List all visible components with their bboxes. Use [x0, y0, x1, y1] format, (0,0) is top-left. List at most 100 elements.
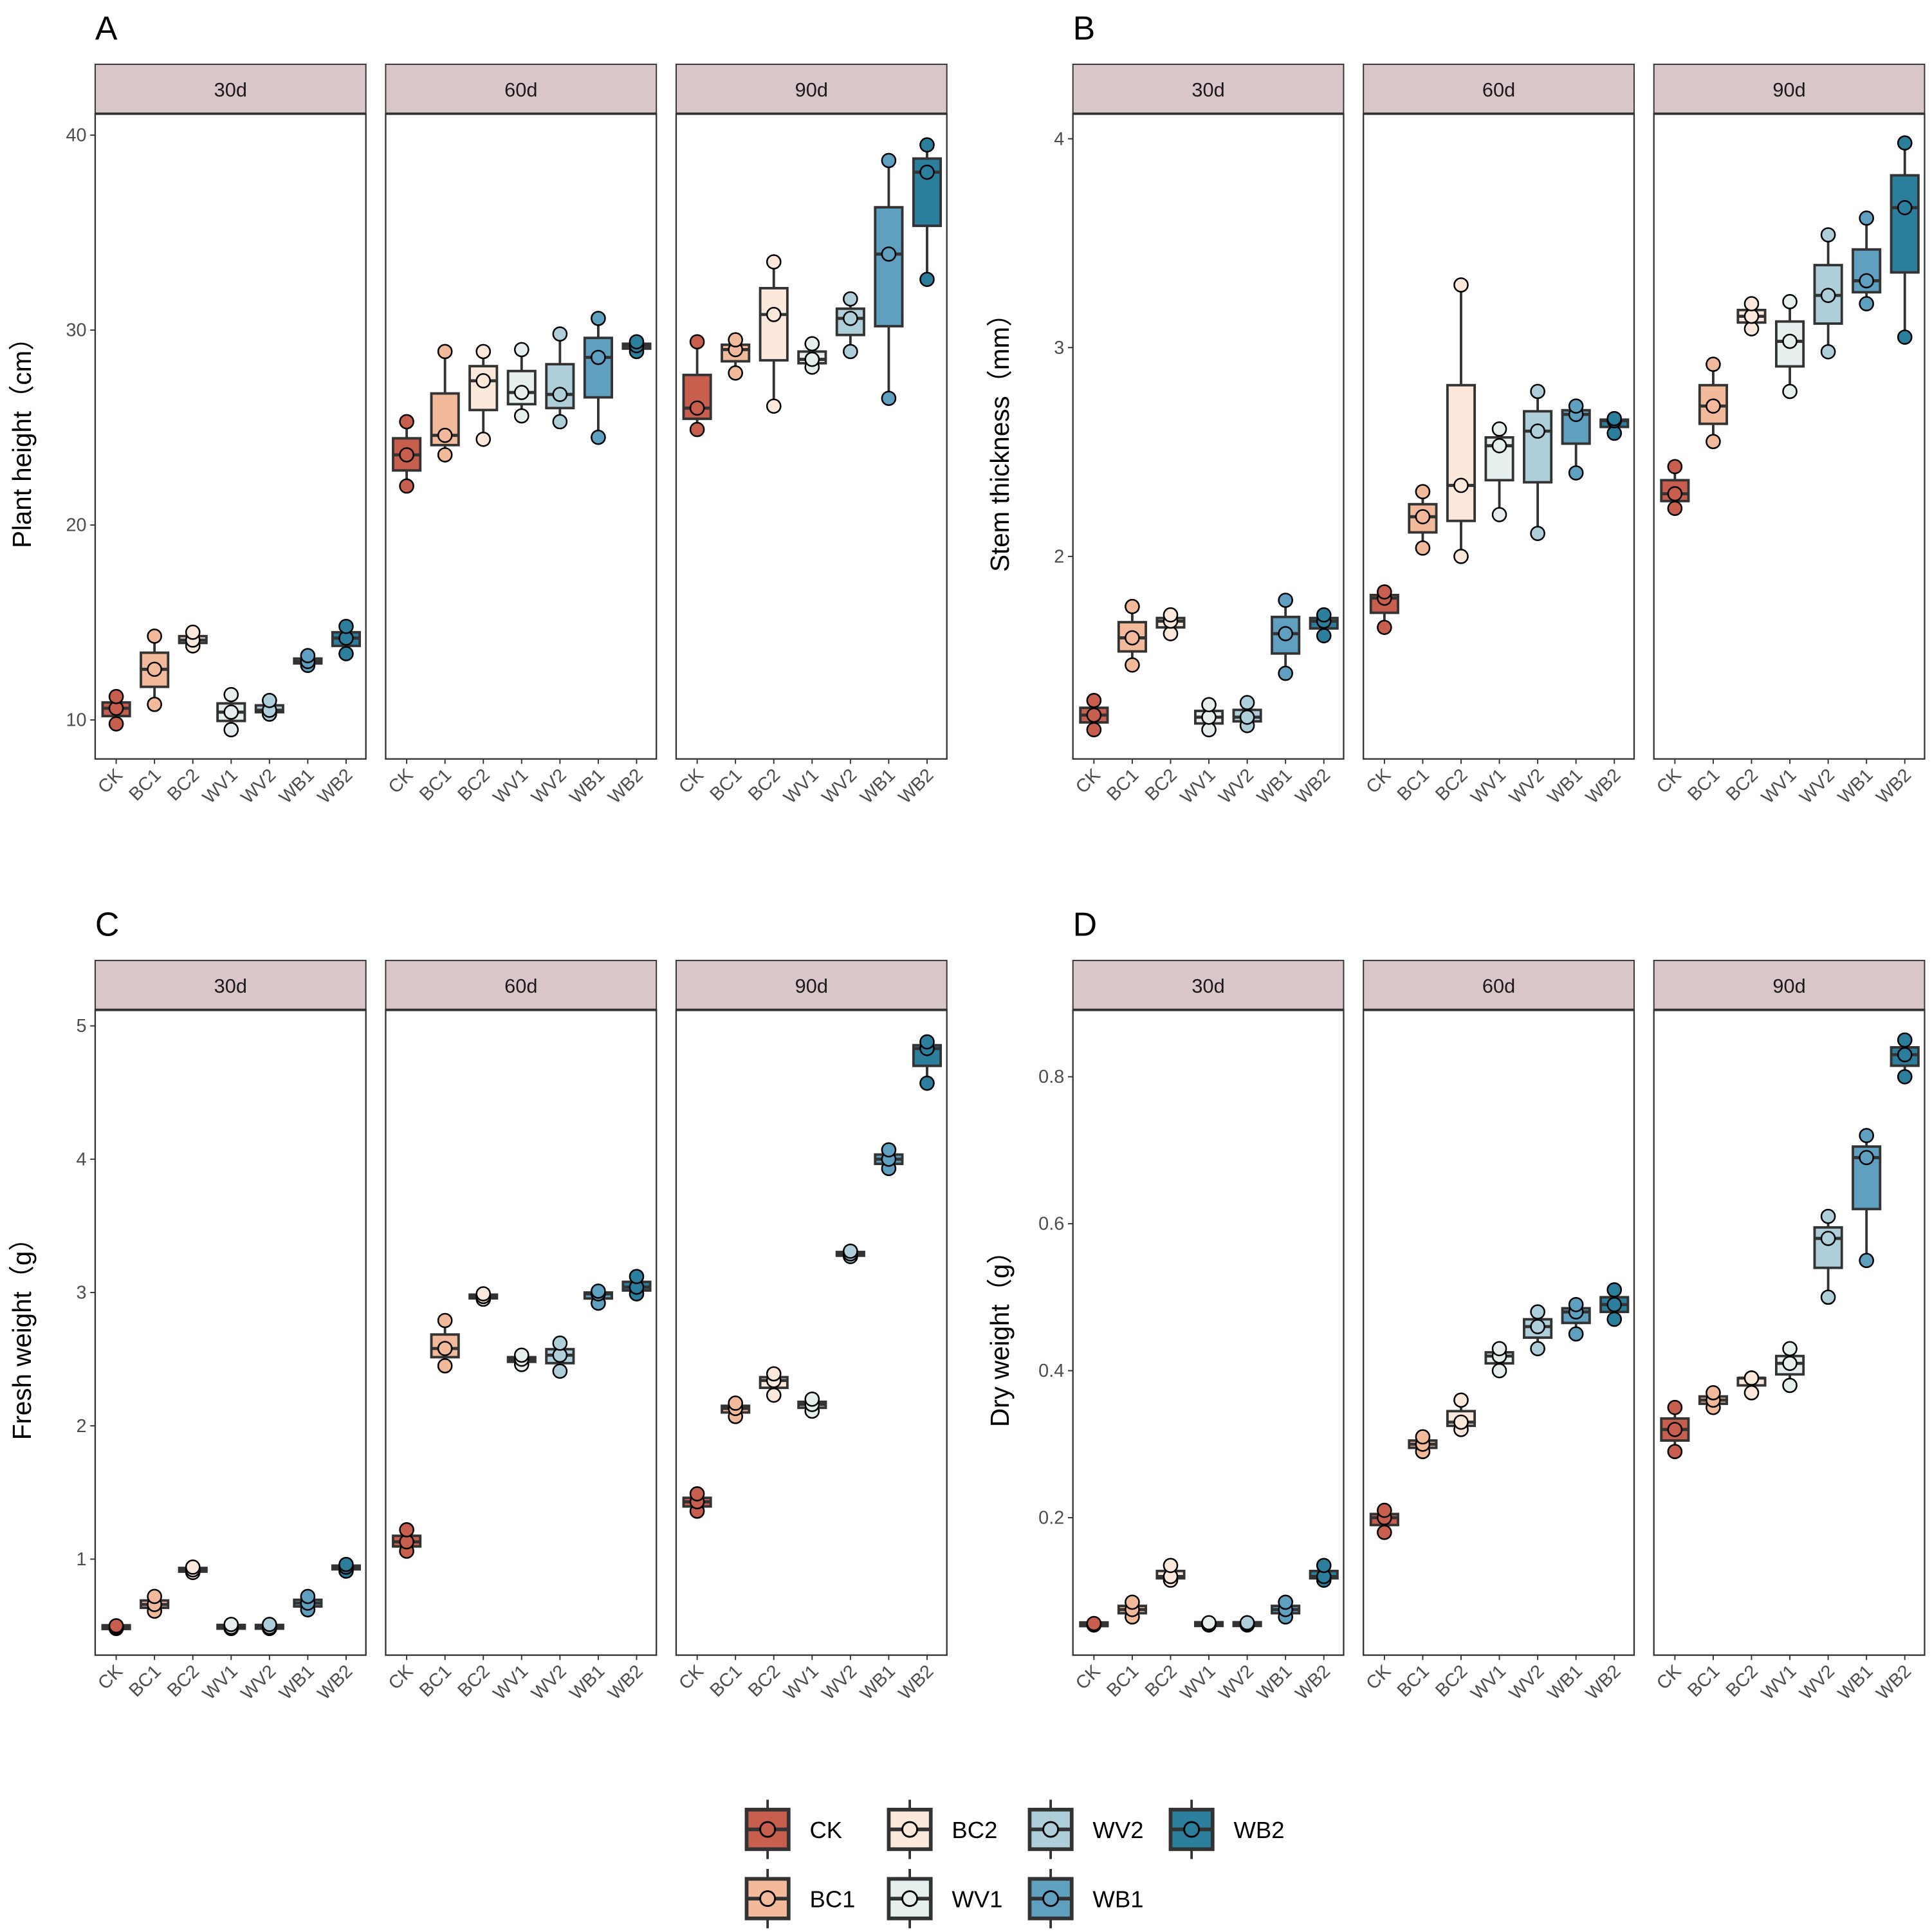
data-point: [1706, 356, 1721, 373]
y-tick-label: 5: [76, 1016, 86, 1036]
data-point: [1606, 1296, 1623, 1312]
x-tick-label: CK: [1072, 765, 1105, 798]
data-point: [475, 431, 492, 447]
box: [1852, 248, 1882, 294]
x-tick-label: WB1: [566, 1661, 609, 1704]
facet-strip: [385, 959, 658, 1011]
data-point: [1606, 1282, 1623, 1298]
data-point: [1743, 296, 1760, 311]
x-tick-label: BC1: [706, 1661, 746, 1701]
legend-label: CK: [809, 1817, 842, 1843]
x-tick-label: WV2: [818, 765, 861, 808]
data-point: [1086, 692, 1102, 708]
data-point: [881, 152, 897, 169]
facet-label: 60d: [1482, 78, 1515, 101]
box-WV2: WV2: [1796, 1208, 1843, 1704]
data-point: [1859, 210, 1874, 226]
box-WV2: WV2: [1215, 695, 1262, 808]
x-tick-label: WV1: [1758, 1661, 1801, 1704]
legend-item-BC1: BC1: [744, 1869, 855, 1929]
x-tick-label: WB2: [1872, 765, 1915, 808]
data-point: [689, 421, 705, 437]
facet-strip: [94, 63, 367, 115]
data-point: [1453, 477, 1469, 493]
data-point: [919, 1034, 935, 1050]
data-point: [300, 648, 316, 663]
x-tick-label: WB2: [895, 765, 938, 808]
x-tick-label: WV2: [1505, 1661, 1549, 1704]
legend: CK BC2 WV2 WB2 BC1 WV1 WB1: [744, 1799, 1285, 1929]
data-point: [513, 385, 529, 400]
data-point: [1859, 296, 1874, 311]
box-WB2: WB2: [1291, 607, 1339, 808]
data-point: [1316, 628, 1332, 644]
x-tick-label: WB1: [1253, 765, 1296, 808]
x-tick-label: WV1: [490, 765, 533, 808]
x-tick-label: WB2: [604, 765, 647, 808]
data-point: [223, 722, 239, 738]
facet-label: 60d: [1482, 975, 1515, 997]
data-point: [1820, 288, 1836, 303]
x-tick-label: BC2: [744, 1661, 784, 1701]
x-tick-label: BC1: [1103, 1661, 1143, 1701]
data-point: [1897, 329, 1913, 345]
x-tick-label: BC1: [1394, 765, 1433, 805]
data-point: [338, 1556, 354, 1572]
data-point: [591, 311, 606, 326]
x-tick-label: WV1: [199, 765, 242, 808]
box-WB1: WB1: [1834, 210, 1882, 808]
data-point: [1568, 398, 1584, 414]
y-tick-label: 0.6: [1038, 1214, 1064, 1235]
facet-label: 60d: [504, 975, 537, 997]
facet-strip: [1363, 959, 1635, 1011]
x-tick-label: WB2: [1582, 765, 1625, 808]
facet-strip: [1072, 63, 1345, 115]
data-point: [1667, 486, 1683, 502]
data-point: [1897, 135, 1913, 151]
data-point: [552, 387, 568, 402]
x-tick-label: WV1: [780, 1661, 823, 1704]
data-point: [919, 271, 935, 288]
facet-strip: [385, 63, 658, 115]
legend-point: [1183, 1821, 1201, 1838]
data-point: [1163, 626, 1179, 641]
data-point: [108, 716, 124, 731]
data-point: [1377, 620, 1392, 636]
x-tick-label: CK: [1072, 1661, 1105, 1694]
data-point: [1316, 607, 1332, 623]
y-tick-label: 2: [76, 1416, 86, 1437]
facet-label: 90d: [795, 975, 828, 997]
x-tick-label: WB1: [1834, 1661, 1877, 1704]
plot-area: [385, 1009, 658, 1656]
data-point: [843, 311, 858, 326]
data-point: [1782, 294, 1798, 309]
legend-item-WV1: WV1: [887, 1869, 1003, 1929]
x-tick-label: WB2: [895, 1661, 938, 1704]
facet-strip: [675, 959, 948, 1011]
x-tick-label: BC1: [416, 765, 455, 805]
x-tick-label: BC2: [163, 1661, 203, 1701]
data-point: [1820, 344, 1836, 360]
data-point: [1568, 1326, 1584, 1342]
data-point: [1278, 665, 1293, 681]
data-point: [1316, 1558, 1332, 1574]
data-point: [766, 307, 782, 322]
legend-item-CK: CK: [744, 1799, 842, 1859]
data-point: [1239, 1615, 1255, 1631]
x-tick-label: WB1: [275, 1661, 318, 1704]
x-tick-label: WV2: [1215, 1661, 1258, 1704]
data-point: [552, 1363, 568, 1379]
data-point: [919, 137, 935, 153]
facet-strip: [1363, 63, 1635, 115]
data-point: [1125, 1594, 1140, 1610]
data-point: [1491, 1341, 1507, 1357]
x-tick-label: WV1: [1467, 1661, 1510, 1704]
data-point: [1606, 1311, 1623, 1327]
data-point: [437, 344, 453, 360]
